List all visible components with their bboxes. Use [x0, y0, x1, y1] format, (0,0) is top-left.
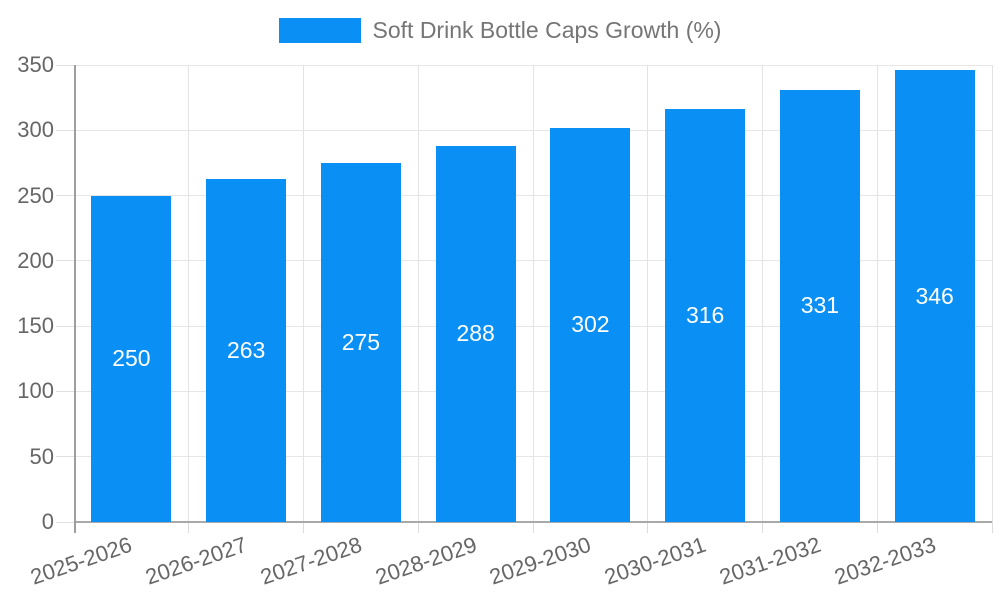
bar-value-label: 316 — [685, 302, 725, 329]
bar-value-label: 250 — [112, 345, 151, 372]
y-axis-tick — [56, 64, 74, 66]
y-axis-tick-label: 200 — [17, 247, 54, 273]
gridline-vertical — [991, 65, 993, 522]
y-axis-tick — [56, 195, 74, 197]
x-axis-tick — [188, 522, 190, 533]
y-axis-tick-label: 250 — [17, 182, 54, 208]
x-axis-tick — [532, 522, 534, 533]
y-axis-tick — [56, 325, 74, 327]
y-axis-tick-label: 350 — [17, 52, 54, 77]
legend-label: Soft Drink Bottle Caps Growth (%) — [372, 16, 722, 43]
bar-value-label: 302 — [571, 311, 610, 338]
x-axis-tick — [647, 522, 649, 533]
plot-area: 0 50 100 150 200 250 300 350 250 2025-2026 263 2026… — [17, 52, 993, 590]
y-axis-line — [74, 65, 76, 533]
bar: 331 — [779, 89, 860, 522]
bar-value-label: 263 — [226, 336, 266, 363]
bar: 275 — [320, 162, 401, 522]
gridline-vertical — [417, 65, 419, 522]
gridline-vertical — [532, 65, 534, 522]
y-axis-tick — [56, 390, 74, 392]
bar: 302 — [550, 127, 631, 522]
chart-legend: Soft Drink Bottle Caps Growth (%) — [0, 12, 1000, 48]
bar-value-label: 346 — [915, 282, 954, 309]
gridline-vertical — [762, 65, 763, 522]
gridline-vertical — [647, 65, 649, 522]
y-axis-tick — [56, 456, 74, 458]
y-axis-tick — [56, 129, 74, 131]
y-axis-tick — [56, 260, 74, 262]
bar-value-label: 288 — [456, 320, 495, 347]
bar: 346 — [894, 70, 975, 522]
gridline-vertical — [303, 65, 304, 522]
bar-value-label: 275 — [341, 328, 381, 355]
x-axis-tick — [303, 522, 304, 533]
x-axis-tick — [417, 522, 419, 533]
y-axis-tick-label: 100 — [17, 378, 54, 404]
y-axis-tick-label: 0 — [41, 509, 54, 534]
bar-value-label: 331 — [800, 292, 840, 319]
y-axis-tick — [56, 521, 74, 523]
y-axis-tick-label: 300 — [17, 117, 54, 143]
gridline-vertical — [876, 65, 878, 522]
legend-swatch — [278, 17, 361, 43]
x-axis-tick — [762, 522, 763, 533]
bar: 263 — [206, 178, 287, 522]
y-axis-tick-label: 150 — [17, 313, 54, 339]
bar: 250 — [91, 195, 172, 522]
bar: 316 — [665, 109, 746, 522]
x-axis-line — [74, 521, 992, 523]
y-axis-tick-label: 50 — [29, 443, 54, 469]
x-axis-tick — [991, 522, 993, 533]
x-axis-tick — [876, 522, 878, 533]
gridline-vertical — [188, 65, 190, 522]
bar: 288 — [435, 145, 516, 522]
